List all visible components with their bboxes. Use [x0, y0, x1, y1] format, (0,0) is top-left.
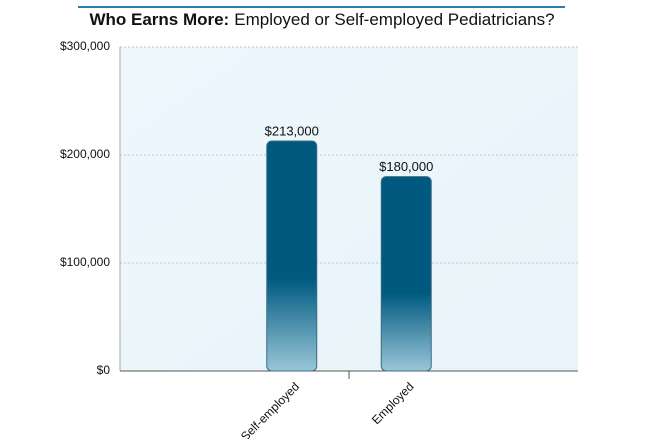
y-tick-label: $200,000 [60, 147, 110, 161]
title-lead: Who Earns More: [89, 10, 229, 29]
bar [380, 176, 432, 372]
title-text: Employed or Self-employed Pediatricians? [234, 10, 554, 29]
y-tick-label: $0 [97, 363, 111, 377]
value-label: $213,000 [265, 123, 319, 138]
x-tick-label: Self-employed [238, 379, 302, 439]
value-label: $180,000 [379, 159, 433, 174]
chart-title: Who Earns More: Employed or Self-employed… [89, 10, 554, 29]
bar [266, 140, 318, 372]
x-tick-label: Employed [369, 379, 417, 427]
y-tick-label: $300,000 [60, 39, 110, 53]
y-tick-label: $100,000 [60, 255, 110, 269]
plot-area [120, 47, 578, 371]
